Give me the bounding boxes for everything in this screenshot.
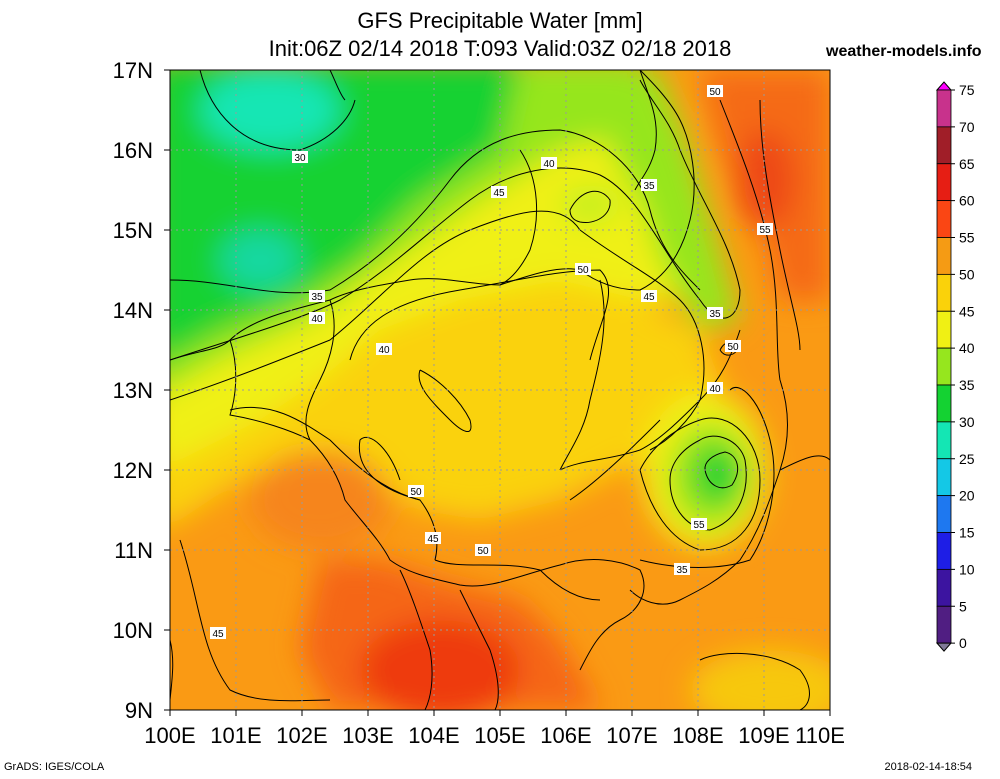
lon-label: 104E <box>408 723 459 748</box>
contour-label: 35 <box>311 292 323 303</box>
colorbar-swatch <box>936 310 952 349</box>
colorbar-label: 75 <box>959 82 975 98</box>
contour-label: 30 <box>294 153 306 164</box>
colorbar-cap-bottom <box>935 642 953 652</box>
colorbar-label: 60 <box>959 193 975 209</box>
colorbar-label: 45 <box>959 303 975 319</box>
contour-label: 45 <box>493 188 505 199</box>
colorbar-swatch <box>936 421 952 460</box>
contour-label: 40 <box>709 384 721 395</box>
colorbar-label: 20 <box>959 488 975 504</box>
lon-label: 101E <box>210 723 261 748</box>
colorbar-swatch <box>936 89 952 128</box>
contour-label: 50 <box>577 265 589 276</box>
lon-label: 106E <box>540 723 591 748</box>
lat-label: 10N <box>113 618 153 643</box>
contour-label: 55 <box>693 520 705 531</box>
colorbar-swatch <box>936 495 952 533</box>
colorbar-label: 50 <box>959 266 975 282</box>
contour-label: 35 <box>709 309 721 320</box>
contour-label: 40 <box>378 345 390 356</box>
contour-label: 55 <box>759 225 771 236</box>
lon-label: 103E <box>342 723 393 748</box>
colorbar-label: 35 <box>959 377 975 393</box>
lat-label: 9N <box>125 698 153 723</box>
lat-label: 12N <box>113 458 153 483</box>
contour-label: 40 <box>311 314 323 325</box>
contour-label: 35 <box>676 565 688 576</box>
colorbar-label: 15 <box>959 525 975 541</box>
contour-lines <box>170 70 810 710</box>
contour-label: 45 <box>427 534 439 545</box>
lon-label: 109E <box>738 723 789 748</box>
graticule <box>170 70 830 710</box>
contour-value-labels: 30 35 40 40 45 35 50 50 45 55 35 40 40 5… <box>210 85 773 640</box>
contour-label: 40 <box>543 159 555 170</box>
lon-label: 107E <box>606 723 657 748</box>
lat-label: 16N <box>113 138 153 163</box>
colorbar-label: 30 <box>959 414 975 430</box>
lat-label: 15N <box>113 218 153 243</box>
colorbar-label: 25 <box>959 451 975 467</box>
colorbar-cap-top <box>935 81 953 91</box>
colorbar-swatch <box>936 347 952 386</box>
lat-label: 17N <box>113 58 153 83</box>
map-title: GFS Precipitable Water [mm] <box>357 8 643 33</box>
colorbar-label: 70 <box>959 119 975 135</box>
colorbar-swatch <box>936 237 952 275</box>
colorbar-swatch <box>936 384 952 423</box>
colorbar-label: 65 <box>959 156 975 172</box>
colorbar-label: 55 <box>959 230 975 246</box>
lat-label: 14N <box>113 298 153 323</box>
lat-label: 13N <box>113 378 153 403</box>
contour-label: 50 <box>477 546 489 557</box>
lat-label: 11N <box>114 538 153 563</box>
contour-label: 50 <box>709 87 721 98</box>
footer-timestamp: 2018-02-14-18:54 <box>884 761 972 773</box>
lon-label: 100E <box>144 723 195 748</box>
colorbar-swatch <box>936 163 952 202</box>
colorbar-swatch <box>936 126 952 165</box>
colorbar-swatch <box>936 273 952 312</box>
latitude-labels: 17N 16N 15N 14N 13N 12N 11N 10N 9N <box>113 58 153 723</box>
site-credit: weather-models.info <box>826 43 982 60</box>
colorbar-swatch <box>936 568 952 607</box>
colorbar-label: 5 <box>959 598 967 614</box>
colorbar-swatch <box>936 458 952 497</box>
footer-credit: GrADS: IGES/COLA <box>4 761 105 773</box>
contour-label: 50 <box>410 487 422 498</box>
colorbar-label: 0 <box>959 635 967 651</box>
lon-label: 110E <box>795 723 845 748</box>
colorbar-label: 40 <box>959 340 975 356</box>
lon-label: 108E <box>672 723 723 748</box>
contour-label: 45 <box>643 292 655 303</box>
contour-label: 50 <box>727 342 739 353</box>
lon-label: 102E <box>276 723 327 748</box>
lon-label: 105E <box>474 723 525 748</box>
colorbar-swatch <box>936 200 952 238</box>
colorbar-swatch <box>936 605 952 644</box>
map-subtitle: Init:06Z 02/14 2018 T:093 Valid:03Z 02/1… <box>268 36 732 61</box>
axis-ticks <box>164 69 831 716</box>
colorbar-label: 10 <box>959 561 975 577</box>
colorbar-swatch <box>936 532 952 570</box>
contour-label: 45 <box>212 629 224 640</box>
contour-label: 35 <box>643 181 655 192</box>
longitude-labels: 100E 101E 102E 103E 104E 105E 106E 107E … <box>144 723 845 748</box>
